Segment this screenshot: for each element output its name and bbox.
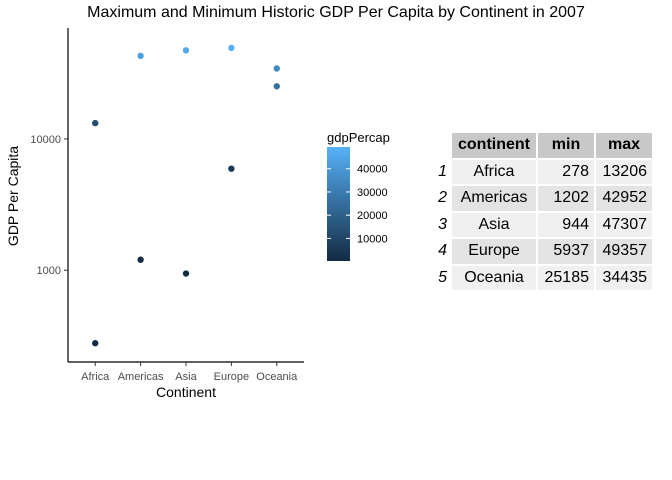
legend-colorbar	[327, 147, 350, 261]
y-tick-label: 10000	[30, 134, 61, 146]
table-row: 4 Europe 5937 49357	[432, 239, 652, 264]
data-point	[273, 65, 280, 72]
data-point	[273, 83, 280, 90]
min-cell: 25185	[538, 265, 594, 290]
x-tick-label: Europe	[214, 371, 249, 383]
continent-cell: Oceania	[452, 265, 536, 290]
max-cell: 49357	[596, 239, 652, 264]
chart-title: Maximum and Minimum Historic GDP Per Cap…	[87, 4, 585, 21]
axes: 1000 10000 Africa Americas Asia Europe Oceania	[30, 28, 304, 383]
data-points	[92, 44, 280, 347]
max-cell: 42952	[596, 186, 652, 211]
row-number: 4	[432, 239, 450, 264]
data-point	[228, 165, 235, 172]
data-point	[182, 47, 190, 54]
row-number: 5	[432, 265, 450, 290]
x-tick-label: Asia	[175, 371, 197, 383]
y-tick-label: 1000	[37, 265, 61, 277]
table-row: 5 Oceania 25185 34435	[432, 265, 652, 290]
max-cell: 34435	[596, 265, 652, 290]
row-number: 1	[432, 159, 450, 184]
max-cell: 13206	[596, 159, 652, 184]
x-axis-title: Continent	[156, 384, 216, 400]
data-point	[182, 270, 190, 277]
row-number: 2	[432, 186, 450, 211]
legend-label: 10000	[357, 233, 388, 245]
summary-table: continent min max 1 Africa 278 13206 2 A…	[430, 131, 654, 292]
legend-title: gdpPercap	[327, 130, 390, 145]
column-header: min	[538, 133, 594, 158]
continent-cell: Americas	[452, 186, 536, 211]
legend-label: 40000	[357, 164, 388, 176]
row-number: 3	[432, 212, 450, 237]
table-header-row: continent min max	[432, 133, 652, 158]
color-legend: 10000 20000 30000 40000	[327, 147, 388, 261]
legend-label: 30000	[357, 187, 388, 199]
data-point	[137, 52, 144, 60]
x-tick-label: Americas	[118, 371, 164, 383]
min-cell: 278	[538, 159, 594, 184]
data-point	[228, 44, 235, 52]
x-tick-label: Africa	[81, 371, 110, 383]
table-row: 3 Asia 944 47307	[432, 212, 652, 237]
min-cell: 5937	[538, 239, 594, 264]
table-row: 2 Americas 1202 42952	[432, 186, 652, 211]
continent-cell: Africa	[452, 159, 536, 184]
x-tick-label: Oceania	[256, 371, 298, 383]
max-cell: 47307	[596, 212, 652, 237]
continent-cell: Asia	[452, 212, 536, 237]
data-point	[92, 340, 99, 347]
min-cell: 1202	[538, 186, 594, 211]
continent-cell: Europe	[452, 239, 536, 264]
data-point	[92, 119, 99, 127]
legend-label: 20000	[357, 210, 388, 222]
column-header: max	[596, 133, 652, 158]
min-cell: 944	[538, 212, 594, 237]
column-header: continent	[452, 133, 536, 158]
row-number-header	[432, 133, 450, 158]
table-row: 1 Africa 278 13206	[432, 159, 652, 184]
data-point	[137, 256, 144, 263]
y-axis-title: GDP Per Capita	[5, 146, 21, 246]
